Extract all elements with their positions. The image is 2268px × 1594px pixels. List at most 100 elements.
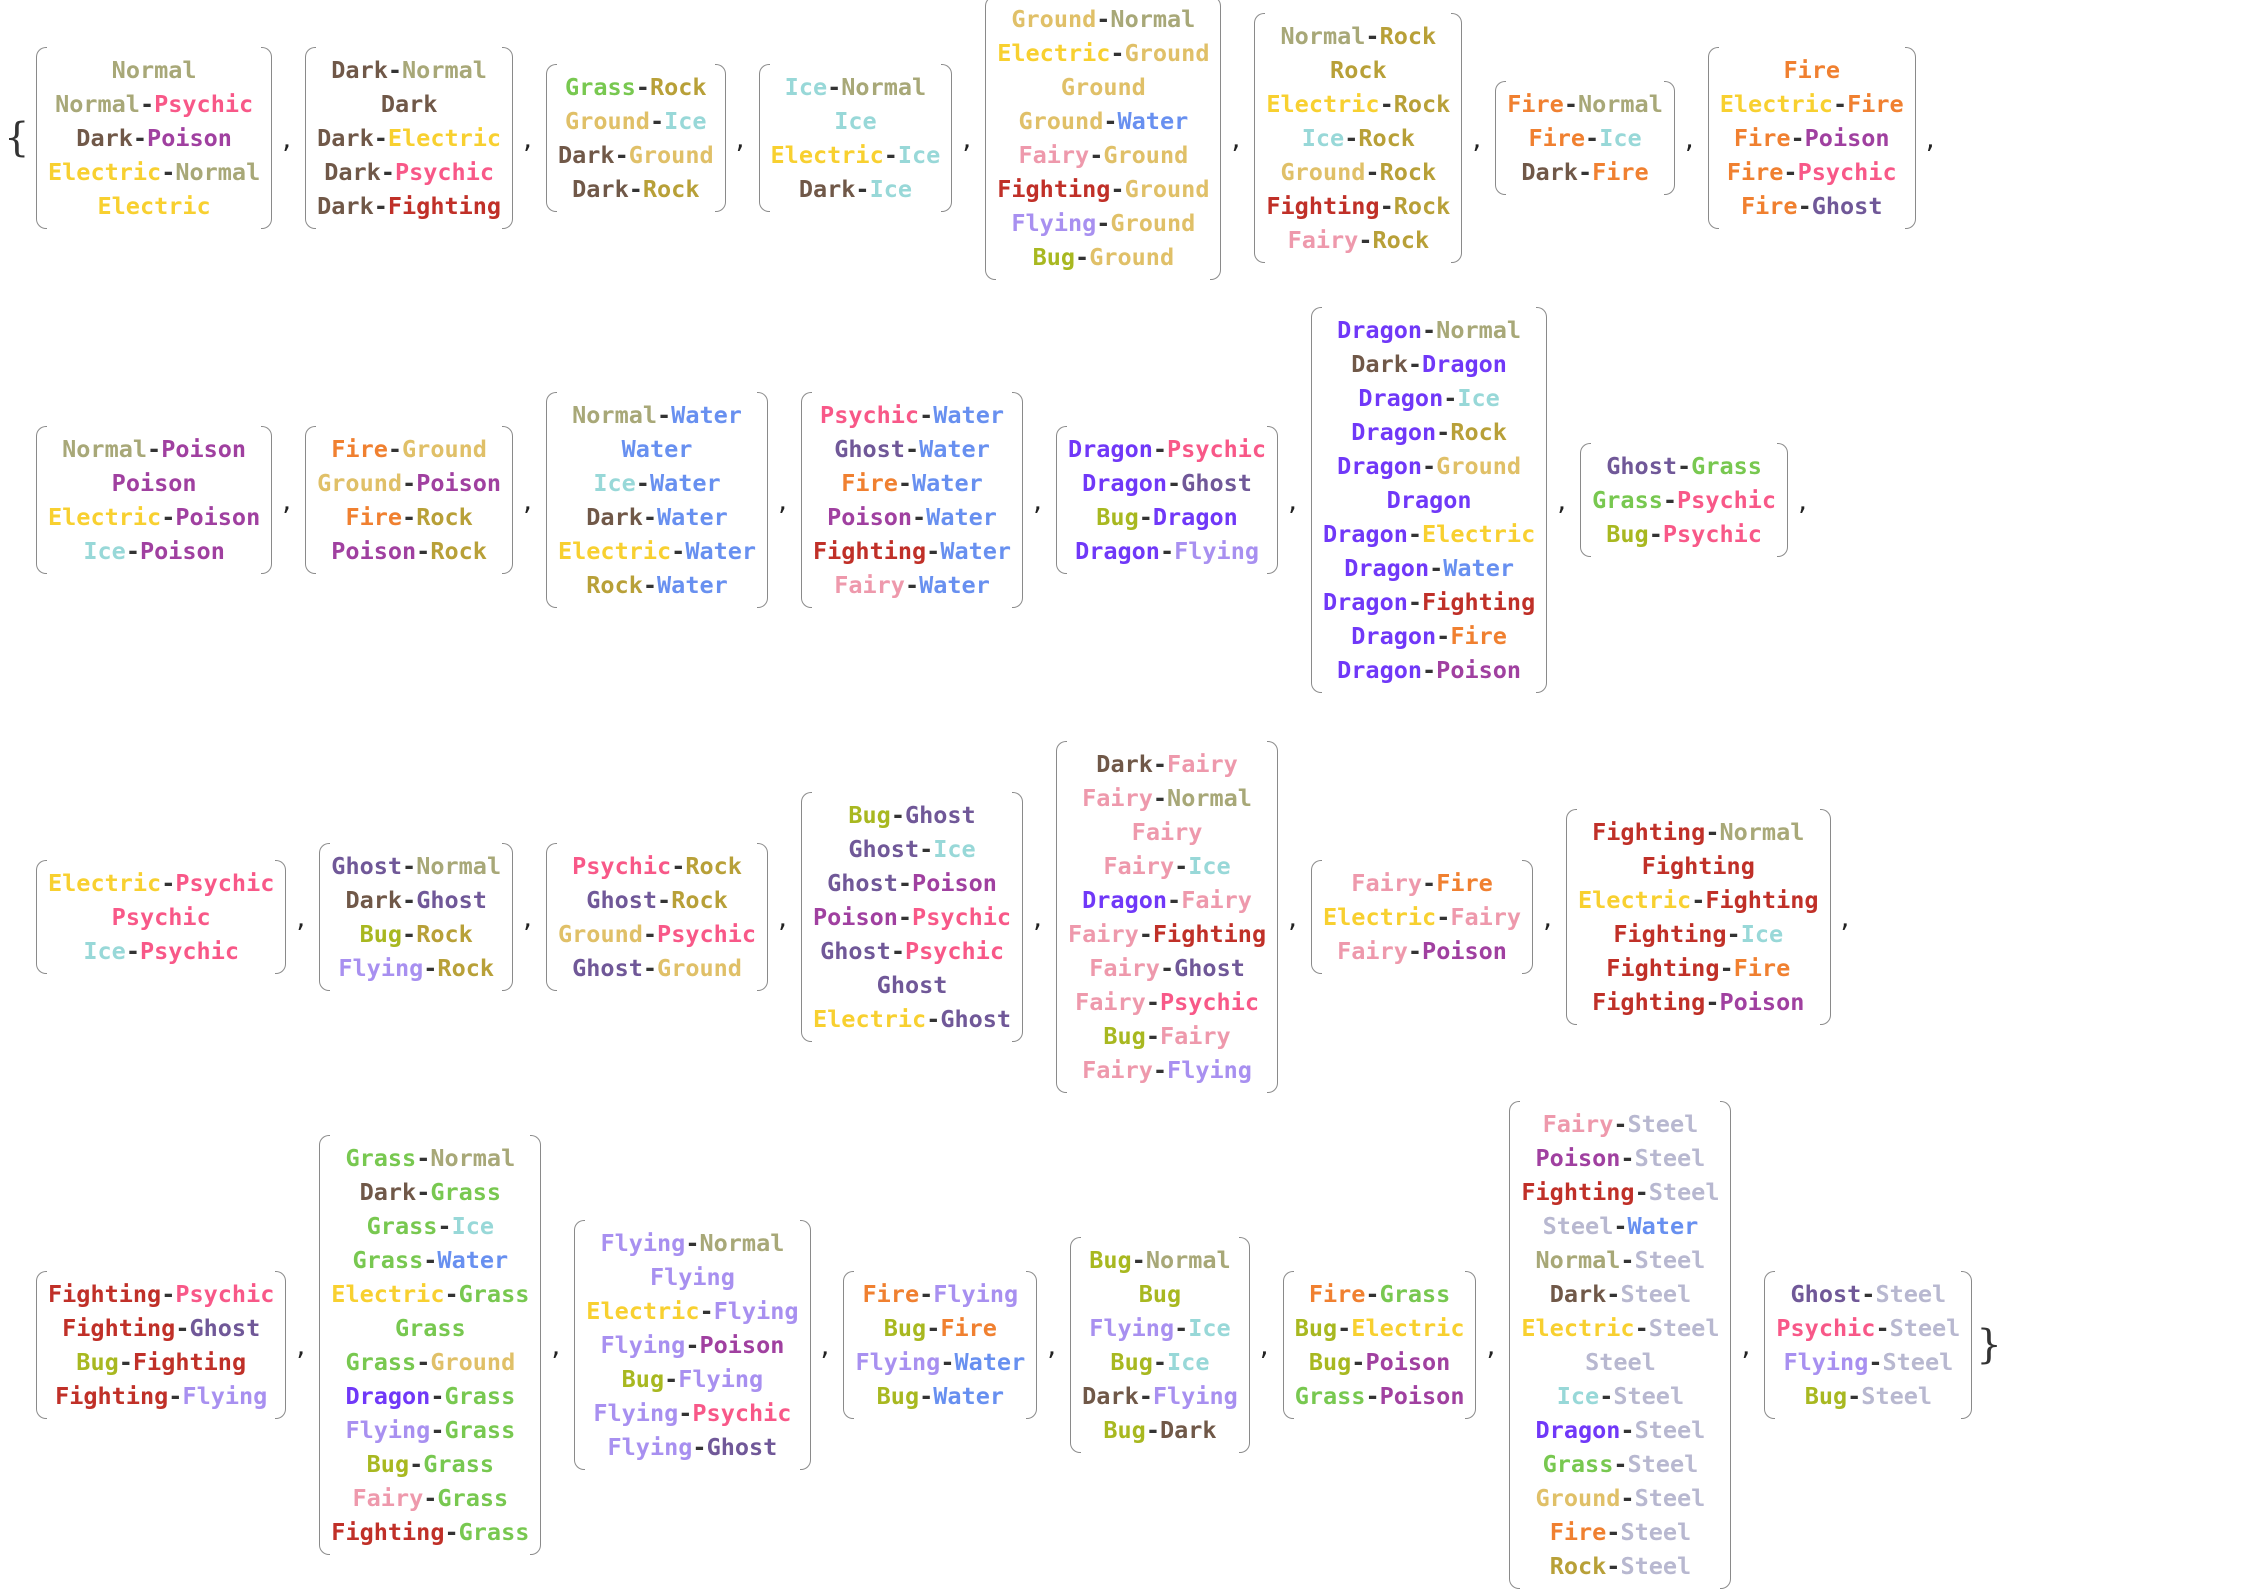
type-name: Ice xyxy=(451,1212,495,1240)
type-name: Flying xyxy=(1011,209,1097,237)
hyphen: - xyxy=(1677,452,1692,480)
hyphen: - xyxy=(671,852,686,880)
type-name: Ground xyxy=(628,141,714,169)
type-name: Fire xyxy=(1726,158,1784,186)
hyphen: - xyxy=(1620,1484,1635,1512)
type-name: Rock xyxy=(416,503,473,531)
hyphen: - xyxy=(1379,90,1394,118)
type-entry: Dragon-Rock xyxy=(1351,415,1507,449)
type-name: Rock xyxy=(430,537,487,565)
type-entry: Flying-Ground xyxy=(1011,206,1195,240)
type-group: Fire-Grass Bug-Electric Bug-Poison Grass-Po… xyxy=(1282,1271,1477,1419)
type-name: Fighting xyxy=(997,175,1111,203)
type-entry: Dark-Steel xyxy=(1550,1277,1692,1311)
type-entry: Bug-Fire xyxy=(884,1311,997,1345)
type-name: Rock xyxy=(1393,192,1451,220)
type-name: Fairy xyxy=(1018,141,1090,169)
type-name: Rock xyxy=(671,886,728,914)
hyphen: - xyxy=(1138,920,1153,948)
type-group: Fire-Ground Ground-Poison Fire-Rock Poison-… xyxy=(305,426,514,574)
type-name: Steel xyxy=(1585,1348,1656,1376)
type-entry: Normal xyxy=(112,53,197,87)
hyphen: - xyxy=(671,537,686,565)
type-group: Bug-Ghost Ghost-Ice Ghost-Poison Poison-Psy… xyxy=(801,792,1024,1042)
type-name: Psychic xyxy=(1797,158,1897,186)
hyphen: - xyxy=(1365,1382,1380,1410)
type-name: Steel xyxy=(1620,1280,1692,1308)
comma-separator: , xyxy=(1033,900,1042,934)
type-name: Electric xyxy=(1266,90,1380,118)
hyphen: - xyxy=(1131,1246,1146,1274)
type-name: Fighting xyxy=(62,1314,176,1342)
hyphen: - xyxy=(373,192,388,220)
hyphen: - xyxy=(1103,107,1118,135)
type-entry: Dark-Ground xyxy=(558,138,714,172)
type-entry: Ground-Steel xyxy=(1536,1481,1706,1515)
type-entry: Dark xyxy=(381,87,438,121)
type-name: Dark xyxy=(1082,1382,1139,1410)
type-name: Normal xyxy=(111,56,197,84)
hyphen: - xyxy=(940,1348,955,1376)
hyphen: - xyxy=(444,1280,459,1308)
type-name: Steel xyxy=(1613,1382,1685,1410)
hyphen: - xyxy=(444,1518,459,1546)
type-name: Water xyxy=(940,537,1012,565)
type-name: Fairy xyxy=(1542,1110,1614,1138)
type-name: Ghost xyxy=(876,971,948,999)
hyphen: - xyxy=(409,1450,424,1478)
type-name: Poison xyxy=(1535,1144,1621,1172)
hyphen: - xyxy=(926,1005,941,1033)
type-entry: Dark-Rock xyxy=(572,172,699,206)
type-name: Fairy xyxy=(1089,954,1160,982)
type-entry: Electric-Ghost xyxy=(813,1002,1011,1036)
type-name: Ice xyxy=(834,107,877,135)
type-group: Normal Normal-Psychic Dark-Poison Electric-… xyxy=(36,47,273,229)
type-name: Ghost xyxy=(586,886,658,914)
type-name: Flying xyxy=(649,1263,735,1291)
type-name: Dark xyxy=(1521,158,1578,186)
hyphen: - xyxy=(897,869,913,897)
type-entry: Dragon xyxy=(1387,483,1472,517)
type-name: Bug xyxy=(1032,243,1076,271)
type-group: Ghost-Steel Psychic-Steel Flying-Steel Bug-… xyxy=(1764,1271,1973,1419)
type-name: Psychic xyxy=(904,937,1005,965)
type-name: Bug xyxy=(1804,1382,1848,1410)
type-name: Steel xyxy=(1875,1280,1947,1308)
type-name: Dragon xyxy=(1075,537,1160,565)
type-name: Fighting xyxy=(387,192,502,220)
type-name: Steel xyxy=(1648,1314,1720,1342)
type-entry: Electric-Steel xyxy=(1521,1311,1719,1345)
open-brace: { xyxy=(4,115,30,161)
type-name: Psychic xyxy=(154,90,254,118)
type-name: Dark xyxy=(1096,750,1153,778)
type-name: Ice xyxy=(83,537,126,565)
type-name: Ghost xyxy=(827,869,898,897)
hyphen: - xyxy=(1365,22,1380,50)
type-name: Bug xyxy=(1294,1314,1338,1342)
comma-separator: , xyxy=(1288,483,1297,517)
type-name: Ice xyxy=(1301,124,1345,152)
comma-separator: , xyxy=(1472,121,1482,155)
type-entry: Fighting-Ground xyxy=(997,172,1209,206)
hyphen: - xyxy=(1152,1348,1168,1376)
type-entry: Ghost-Steel xyxy=(1791,1277,1947,1311)
hyphen: - xyxy=(926,1314,941,1342)
type-entry: Bug-Dragon xyxy=(1096,500,1238,534)
type-name: Dark xyxy=(317,192,374,220)
type-entry: Rock-Water xyxy=(586,568,728,602)
hyphen: - xyxy=(1436,903,1451,931)
type-name: Fire xyxy=(1528,124,1586,152)
type-entry: Normal-Psychic xyxy=(55,87,253,121)
type-group: Fighting-Psychic Fighting-Ghost Bug-Fighti… xyxy=(36,1271,287,1419)
type-name: Dragon xyxy=(1358,384,1444,412)
hyphen: - xyxy=(430,1382,445,1410)
type-name: Flying xyxy=(933,1280,1019,1308)
type-name: Poison xyxy=(1719,988,1805,1016)
hyphen: - xyxy=(1577,158,1593,186)
type-name: Fighting xyxy=(132,1348,247,1376)
hyphen: - xyxy=(1365,1280,1380,1308)
close-brace: } xyxy=(1976,1322,2002,1368)
hyphen: - xyxy=(1726,920,1741,948)
type-name: Bug xyxy=(1606,520,1649,548)
comma-separator: , xyxy=(962,121,972,155)
